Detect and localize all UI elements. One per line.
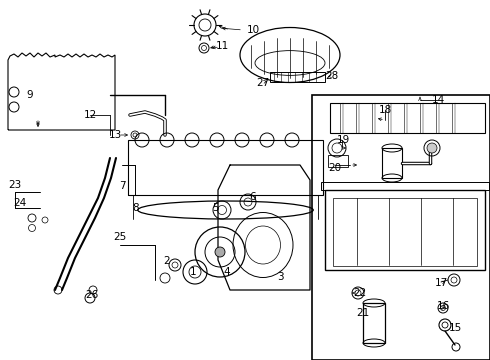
Text: 2: 2 — [164, 256, 171, 266]
Text: 11: 11 — [216, 41, 229, 51]
Text: 8: 8 — [133, 203, 139, 213]
Text: 15: 15 — [448, 323, 462, 333]
Text: 6: 6 — [250, 192, 256, 202]
Bar — [333, 198, 477, 266]
Bar — [312, 95, 490, 360]
Bar — [363, 303, 385, 343]
Text: 26: 26 — [85, 290, 98, 300]
Text: 12: 12 — [83, 110, 97, 120]
Text: 7: 7 — [119, 181, 125, 191]
Text: 14: 14 — [431, 95, 444, 105]
Text: 5: 5 — [212, 203, 219, 213]
Bar — [328, 155, 348, 167]
Text: 23: 23 — [8, 180, 22, 190]
Text: 3: 3 — [277, 272, 283, 282]
Text: 24: 24 — [13, 198, 26, 208]
Text: 17: 17 — [434, 278, 448, 288]
Text: 25: 25 — [113, 232, 126, 242]
Bar — [330, 103, 485, 133]
Text: 16: 16 — [437, 301, 450, 311]
Bar — [382, 148, 402, 178]
Text: 4: 4 — [224, 267, 230, 277]
Text: 21: 21 — [356, 308, 369, 318]
Text: 1: 1 — [190, 267, 196, 277]
Text: 10: 10 — [246, 25, 260, 35]
Text: 9: 9 — [26, 90, 33, 100]
Bar — [128, 140, 323, 195]
Bar — [321, 182, 489, 190]
Text: 19: 19 — [336, 135, 350, 145]
Text: 28: 28 — [325, 71, 339, 81]
Text: 27: 27 — [256, 78, 270, 88]
Bar — [325, 190, 485, 270]
Circle shape — [427, 143, 437, 153]
Text: 13: 13 — [108, 130, 122, 140]
Text: 20: 20 — [328, 163, 342, 173]
Circle shape — [215, 247, 225, 257]
Bar — [270, 72, 325, 82]
Text: 18: 18 — [378, 105, 392, 115]
Text: 22: 22 — [353, 288, 367, 298]
